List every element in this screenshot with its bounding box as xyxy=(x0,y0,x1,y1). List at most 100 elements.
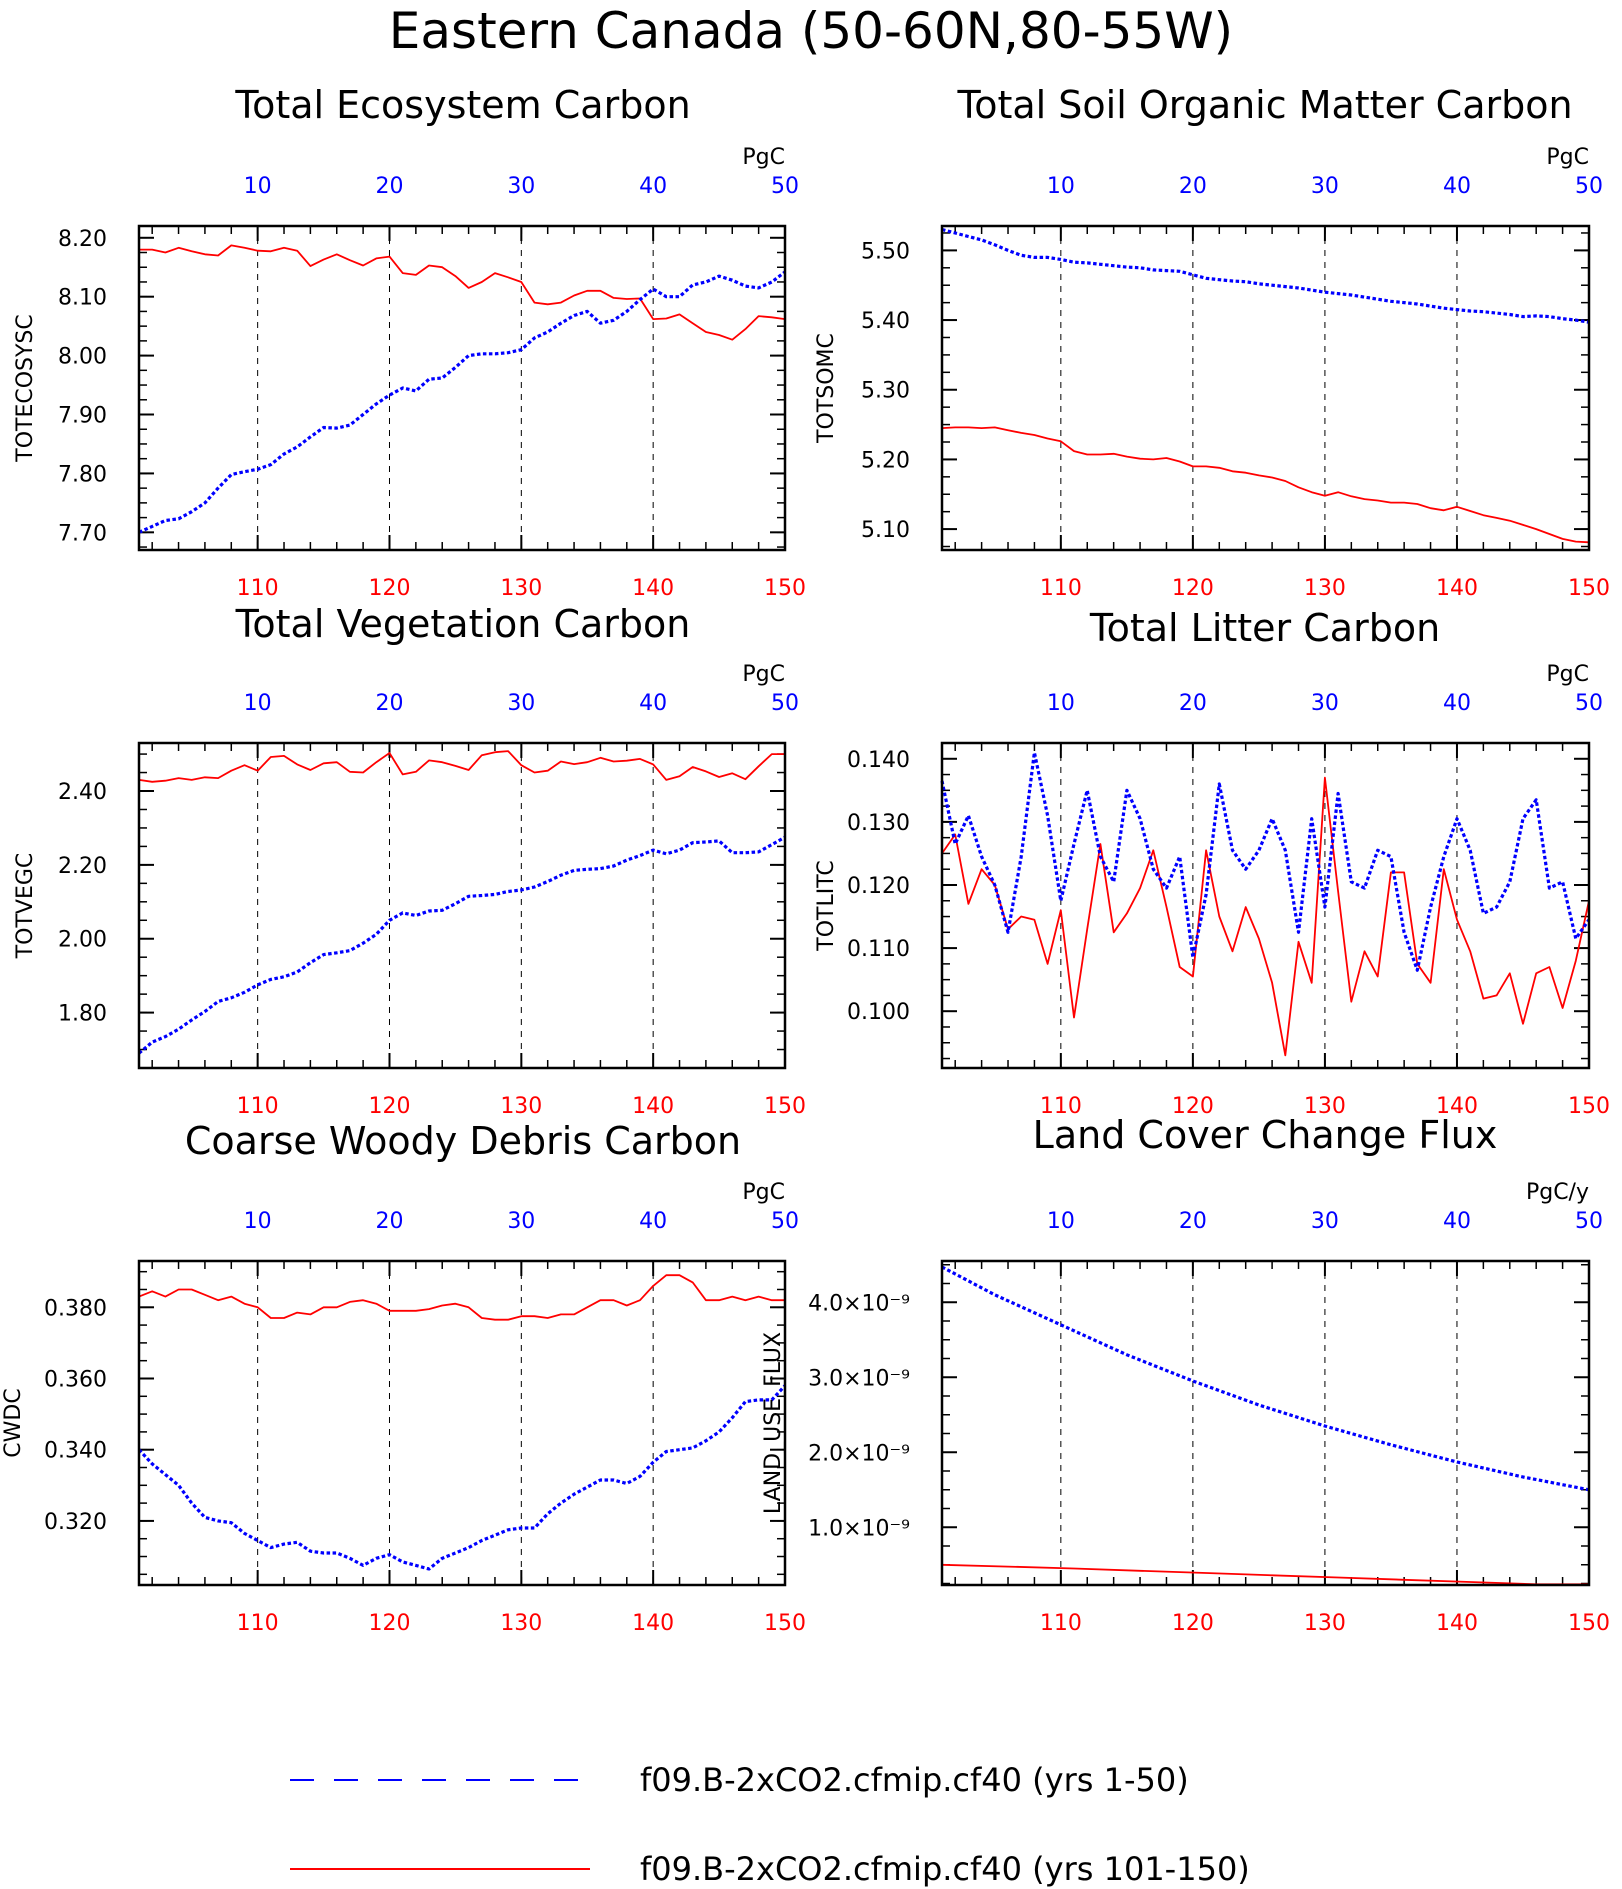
x-tick-label-top: 40 xyxy=(1443,1209,1471,1234)
legend: f09.B-2xCO2.cfmip.cf40 (yrs 1-50) f09.B-… xyxy=(290,1761,1250,1888)
y-tick-label: 8.00 xyxy=(58,345,107,370)
x-tick-label-top: 30 xyxy=(507,1209,535,1234)
y-axis-label: TOTECOSYSC xyxy=(13,314,38,463)
panel-title: Total Litter Carbon xyxy=(1089,606,1440,650)
x-tick-label-bottom: 140 xyxy=(632,576,674,601)
x-tick-label-top: 30 xyxy=(1311,691,1339,716)
x-tick-label-top: 20 xyxy=(375,1209,403,1234)
x-tick-label-top: 10 xyxy=(244,174,272,199)
chart-panels: Total Ecosystem Carbon PgC TOTECOSYSC 110 12… xyxy=(1,83,1610,1636)
y-tick-label: 8.20 xyxy=(58,227,107,252)
y-tick-label: 0.320 xyxy=(44,1510,107,1535)
x-tick-label-top: 50 xyxy=(1575,174,1603,199)
x-tick-label-bottom: 140 xyxy=(632,1094,674,1119)
y-axis-label: TOTLITC xyxy=(814,860,839,951)
series-line-red xyxy=(138,1274,785,1321)
panel-6: Land Cover Change Flux PgC/y LAND_USE_FLUX… xyxy=(761,1113,1610,1636)
y-tick-label: 7.90 xyxy=(58,404,107,429)
panel-title: Total Vegetation Carbon xyxy=(235,602,691,646)
y-tick-label: 7.70 xyxy=(58,521,107,546)
x-tick-label-bottom: 140 xyxy=(1436,1094,1478,1119)
x-tick-label-bottom: 150 xyxy=(1568,1094,1610,1119)
x-tick-label-top: 50 xyxy=(771,174,799,199)
plot-frame xyxy=(940,224,1591,552)
x-tick-label-bottom: 140 xyxy=(632,1611,674,1636)
x-tick-label-bottom: 110 xyxy=(237,1094,279,1119)
x-tick-label-top: 10 xyxy=(1047,1209,1075,1234)
x-tick-label-bottom: 130 xyxy=(500,1094,542,1119)
x-tick-label-top: 10 xyxy=(244,1209,272,1234)
x-tick-label-top: 30 xyxy=(1311,174,1339,199)
plot-frame xyxy=(940,1259,1591,1587)
y-tick-label: 4.0×10⁻⁹ xyxy=(808,1291,910,1316)
x-tick-label-top: 10 xyxy=(1047,691,1075,716)
series-line-red xyxy=(941,776,1590,1057)
x-tick-label-top: 40 xyxy=(639,174,667,199)
y-tick-label: 5.20 xyxy=(861,448,910,473)
unit-label: PgC xyxy=(742,145,785,170)
y-tick-label: 0.100 xyxy=(847,1000,910,1025)
y-tick-label: 5.40 xyxy=(861,309,910,334)
y-axis-label: TOTSOMC xyxy=(814,333,839,444)
x-tick-label-top: 30 xyxy=(507,691,535,716)
x-tick-label-top: 20 xyxy=(1179,691,1207,716)
y-tick-label: 0.110 xyxy=(847,937,910,962)
legend-label-blue: f09.B-2xCO2.cfmip.cf40 (yrs 1-50) xyxy=(640,1761,1189,1799)
x-tick-label-bottom: 140 xyxy=(1436,1611,1478,1636)
x-tick-label-bottom: 110 xyxy=(237,576,279,601)
series-line-blue xyxy=(137,835,786,1055)
x-tick-label-top: 50 xyxy=(1575,1209,1603,1234)
y-tick-label: 0.140 xyxy=(847,748,910,773)
y-tick-label: 2.00 xyxy=(58,928,107,953)
figure-title: Eastern Canada (50-60N,80-55W) xyxy=(389,2,1233,60)
unit-label: PgC/y xyxy=(1526,1180,1589,1205)
series-line-blue xyxy=(941,1265,1590,1492)
x-tick-label-bottom: 110 xyxy=(1040,1611,1082,1636)
x-tick-label-top: 50 xyxy=(1575,691,1603,716)
panel-title: Land Cover Change Flux xyxy=(1033,1113,1498,1157)
y-tick-label: 0.340 xyxy=(44,1439,107,1464)
y-tick-label: 5.10 xyxy=(861,518,910,543)
x-tick-label-bottom: 130 xyxy=(1304,1094,1346,1119)
panel-title: Coarse Woody Debris Carbon xyxy=(185,1119,741,1163)
y-tick-label: 3.0×10⁻⁹ xyxy=(808,1366,910,1391)
unit-label: PgC xyxy=(1546,145,1589,170)
x-tick-label-bottom: 130 xyxy=(1304,576,1346,601)
x-tick-label-top: 40 xyxy=(639,1209,667,1234)
series-line-red xyxy=(139,244,786,341)
y-tick-label: 2.0×10⁻⁹ xyxy=(808,1441,910,1466)
series-line-blue xyxy=(138,270,786,534)
panel-title: Total Soil Organic Matter Carbon xyxy=(956,83,1572,127)
unit-label: PgC xyxy=(742,1180,785,1205)
series-line-red xyxy=(941,426,1590,544)
x-tick-label-bottom: 110 xyxy=(1040,1094,1082,1119)
y-tick-label: 5.30 xyxy=(861,379,910,404)
series-line-red xyxy=(941,1563,1589,1586)
plot-frame xyxy=(137,1259,787,1587)
y-tick-label: 0.360 xyxy=(44,1367,107,1392)
x-tick-label-top: 20 xyxy=(375,174,403,199)
panel-2: Total Soil Organic Matter Carbon PgC TOTSO… xyxy=(814,83,1610,601)
x-tick-label-top: 10 xyxy=(1047,174,1075,199)
series-line-red xyxy=(138,750,785,783)
y-tick-label: 1.80 xyxy=(58,1002,107,1027)
y-axis-label: CWDC xyxy=(1,1388,26,1457)
y-tick-label: 2.20 xyxy=(58,854,107,879)
x-tick-label-top: 50 xyxy=(771,691,799,716)
x-tick-label-bottom: 150 xyxy=(1568,576,1610,601)
x-tick-label-bottom: 120 xyxy=(1172,1611,1214,1636)
x-tick-label-bottom: 130 xyxy=(500,576,542,601)
unit-label: PgC xyxy=(742,662,785,687)
x-tick-label-bottom: 120 xyxy=(1172,1094,1214,1119)
y-tick-label: 0.130 xyxy=(847,811,910,836)
x-tick-label-top: 30 xyxy=(507,174,535,199)
x-tick-label-bottom: 150 xyxy=(764,1611,806,1636)
x-tick-label-top: 40 xyxy=(1443,691,1471,716)
x-tick-label-top: 30 xyxy=(1311,1209,1339,1234)
panel-1: Total Ecosystem Carbon PgC TOTECOSYSC 110 12… xyxy=(13,83,806,601)
y-axis-label: TOTVEGC xyxy=(13,853,38,960)
y-tick-label: 2.40 xyxy=(58,780,107,805)
x-tick-label-top: 20 xyxy=(375,691,403,716)
